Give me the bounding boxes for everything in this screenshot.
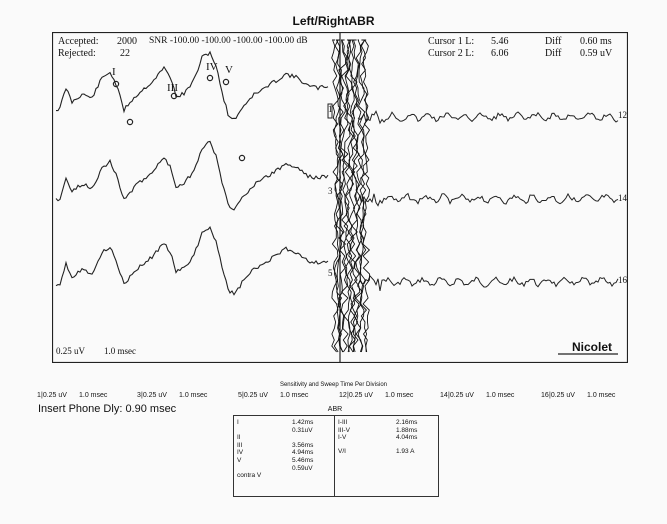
sens-channel-1-uv: |0.25 uV: [41, 392, 67, 399]
abr-left-row-value: 1.42ms: [292, 419, 314, 426]
sens-channel-5-ms: 1.0 msec: [280, 392, 309, 399]
peak-marker: [170, 92, 178, 100]
artifact-line: [338, 39, 347, 353]
trace-label-12: 12: [618, 110, 627, 120]
sensitivity-title: Sensitivity and Sweep Time Per Division: [279, 382, 388, 388]
rejected-label: Rejected:: [58, 48, 96, 59]
peak-marker: [238, 154, 246, 162]
cursor2-value: 6.06: [491, 48, 509, 59]
trace-label-14: 14: [618, 193, 627, 203]
insert-phone-delay: Insert Phone Dly: 0.90 msec: [38, 403, 176, 415]
abr-right-row-label: III-V: [338, 426, 350, 434]
artifact-line: [345, 39, 354, 353]
abr-right-row-label: I-V: [338, 434, 347, 442]
diff2-value: 0.59 uV: [580, 48, 613, 59]
trace-label-3: 3: [328, 186, 333, 196]
sens-channel-3-uv: |0.25 uV: [141, 392, 167, 399]
sens-channel-12-ch: 12: [339, 392, 347, 399]
abr-right-row-value: 4.04ms: [396, 434, 418, 442]
abr-left-row-value: 4.94ms: [292, 449, 314, 457]
abr-left-row-value: 5.46ms: [292, 457, 314, 464]
abr-left-row-label: IV: [237, 449, 244, 457]
trace-end-marker: [327, 103, 333, 119]
diff1-value: 0.60 ms: [580, 36, 612, 47]
rejected-value: 22: [120, 48, 130, 59]
sens-channel-14-ms: 1.0 msec: [486, 392, 515, 399]
sens-channel-16-uv: |0.25 uV: [549, 392, 575, 399]
page-title: Left/RightABR: [292, 14, 375, 28]
peak-marker: [222, 78, 230, 86]
trace-label-5: 5: [328, 268, 333, 278]
abr-left-row-value: 3.56ms: [292, 441, 314, 449]
sens-channel-5-uv: |0.25 uV: [242, 392, 268, 399]
artifact-line: [354, 39, 364, 353]
waveform-trace-14: [357, 192, 619, 207]
cursor1-label: Cursor 1 L:: [428, 36, 475, 47]
abr-left-row-value: 0.59uV: [292, 464, 313, 472]
artifact-line: [357, 39, 366, 353]
diff2-label: Diff: [545, 48, 562, 59]
accepted-value: 2000: [117, 36, 137, 47]
artifact-line: [362, 39, 371, 353]
waveform-trace-12: [357, 110, 619, 125]
sens-channel-12-ms: 1.0 msec: [385, 392, 414, 399]
peak-marker: [206, 74, 214, 82]
trace-label-1: 1: [328, 104, 333, 114]
peak-label-i: I: [112, 66, 116, 78]
abr-left-row-label: I: [237, 419, 239, 426]
peak-label-iii: III: [167, 82, 178, 94]
sens-channel-14-ch: 14: [440, 392, 448, 399]
sens-channel-3-ch: 3: [137, 392, 141, 399]
waveform-trace-16: [357, 274, 619, 291]
abr-left-row-label: contra V: [237, 472, 262, 480]
diff1-label: Diff: [545, 36, 562, 47]
abr-left-row-value: 0.31uV: [292, 426, 313, 434]
snr-readout: SNR -100.00 -100.00 -100.00 -100.00 dB: [149, 36, 308, 46]
sens-channel-16-ch: 16: [541, 392, 549, 399]
abr-right-row-value: 1.93 A: [396, 448, 415, 455]
nicolet-logo: Nicolet: [572, 340, 613, 354]
artifact-line: [352, 39, 361, 353]
artifact-line: [340, 39, 349, 353]
scale-time: 1.0 msec: [104, 346, 136, 356]
abr-table-title: ABR: [327, 406, 343, 413]
peak-marker: [126, 118, 134, 126]
peak-label-v: V: [225, 64, 233, 76]
sens-channel-14-uv: |0.25 uV: [448, 392, 474, 399]
peak-marker: [112, 80, 120, 88]
stimulus-artifact: [331, 39, 371, 353]
sens-channel-16-ms: 1.0 msec: [587, 392, 616, 399]
artifact-line: [333, 39, 342, 353]
abr-left-row-label: V: [237, 457, 242, 464]
scale-amplitude: 0.25 uV: [56, 346, 85, 356]
peak-label-iv: IV: [206, 61, 218, 73]
insert-phone-label: Insert Phone Dly:: [38, 403, 123, 415]
sens-channel-1-ms: 1.0 msec: [79, 392, 108, 399]
insert-phone-value: 0.90 msec: [125, 403, 177, 415]
artifact-line: [335, 39, 344, 353]
sens-channel-5-ch: 5: [238, 392, 242, 399]
abr-latency-table: I 1.42ms 0.31uV II III 3.56ms IV 4.94ms V 5.46ms 0…: [233, 415, 439, 497]
artifact-line: [359, 39, 368, 353]
abr-right-row-label: I-III: [338, 419, 348, 426]
sens-channel-1-ch: 1: [37, 392, 41, 399]
sens-channel-3-ms: 1.0 msec: [179, 392, 208, 399]
trace-label-16: 16: [618, 275, 627, 285]
abr-table-divider: [334, 416, 335, 496]
accepted-label: Accepted:: [58, 36, 99, 47]
abr-left-row-label: III: [237, 441, 243, 449]
waveform-trace-3: [55, 140, 329, 211]
cursor1-value: 5.46: [491, 36, 509, 47]
artifact-line: [343, 39, 351, 353]
sens-channel-12-uv: |0.25 uV: [347, 392, 373, 399]
cursor2-label: Cursor 2 L:: [428, 48, 475, 59]
abr-right-row-label: V/I: [338, 448, 346, 455]
abr-right-row-value: 2.16ms: [396, 419, 418, 426]
abr-right-row-value: 1.88ms: [396, 426, 418, 434]
abr-waveform-chart: [52, 32, 628, 363]
waveform-trace-5: [55, 226, 329, 296]
waveform-trace-1: [56, 50, 329, 120]
abr-left-row-label: II: [237, 434, 241, 442]
